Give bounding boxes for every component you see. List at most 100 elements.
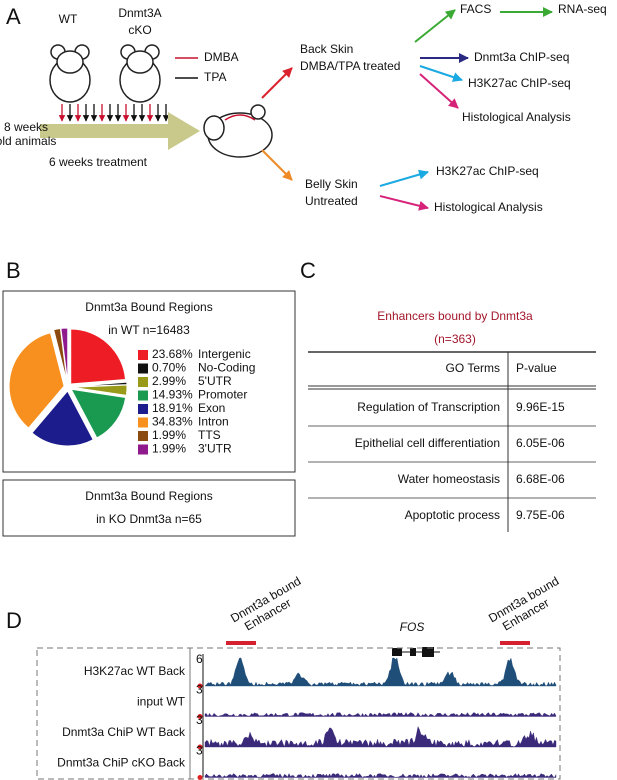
pie-box — [2, 290, 296, 473]
table-header: GO Terms — [446, 361, 500, 375]
legend-swatch — [138, 377, 148, 387]
tracks: H3K27ac WT Back 6 input WT 3 Dnmt3a ChiP WT … — [57, 652, 557, 780]
table-title: (n=363) — [434, 332, 476, 346]
track-box — [36, 647, 561, 780]
arrow — [261, 149, 293, 181]
track-dot — [197, 775, 203, 780]
pie-title: in WT n=16483 — [108, 323, 190, 337]
output-text: RNA-seq — [558, 2, 607, 16]
pie-slice — [60, 327, 69, 384]
legend-value: 34.83% — [152, 415, 193, 429]
arrow — [419, 73, 459, 109]
belly-text: Belly Skin — [305, 177, 358, 191]
table-title: Enhancers bound by Dnmt3a — [377, 309, 533, 323]
age-text: old animals — [0, 134, 56, 148]
output-text: FACS — [460, 2, 491, 16]
pie-title: Dnmt3a Bound Regions — [85, 300, 212, 314]
legend-text: TPA — [204, 70, 226, 84]
panel-label: C — [300, 258, 316, 283]
cko-label: Dnmt3A — [118, 6, 161, 20]
pie-slice — [8, 332, 65, 429]
p-value: 6.05E-06 — [516, 436, 565, 450]
track-name: Dnmt3a ChiP cKO Back — [57, 756, 186, 770]
panel-label: B — [6, 258, 21, 283]
arrow — [414, 9, 456, 43]
pie: 23.68% Intergenic 0.70% No-Coding 2.99% 5'UTR… — [8, 327, 255, 456]
back-text: Back Skin — [300, 42, 353, 56]
go-term: Water homeostasis — [398, 472, 500, 486]
legend-value: 0.70% — [152, 361, 186, 375]
legend-value: 23.68% — [152, 347, 193, 361]
legend-value: 14.93% — [152, 388, 193, 402]
legend-swatch — [138, 363, 148, 374]
enhancer-label: Dnmt3a bound Enhancer — [486, 574, 561, 634]
legend-category: 3'UTR — [198, 442, 232, 456]
legend-swatch — [138, 350, 148, 360]
track-signal — [204, 773, 557, 778]
enhancer-label: Dnmt3a bound Enhancer — [228, 574, 303, 634]
age-text: 8 weeks — [4, 120, 48, 134]
legend-value: 1.99% — [152, 442, 186, 456]
track-scale: 3 — [196, 713, 203, 727]
p-value: 9.96E-15 — [516, 400, 565, 414]
legend-category: No-Coding — [198, 361, 255, 375]
track-scale: 3 — [196, 744, 203, 758]
ko-box — [2, 479, 296, 537]
ko-title: Dnmt3a Bound Regions — [85, 489, 212, 503]
track-signal — [204, 725, 557, 748]
legend-category: Exon — [198, 401, 225, 415]
legend-swatch — [138, 404, 148, 414]
go-term: Apoptotic process — [405, 508, 500, 522]
arrow — [419, 65, 463, 82]
gene-model — [392, 647, 440, 657]
arrow — [379, 195, 429, 211]
gene-label: FOS — [400, 620, 425, 634]
legend-swatch — [138, 390, 148, 401]
treatment-arrows — [58, 104, 170, 122]
panel-label: D — [6, 608, 22, 633]
track-scale: 6 — [196, 652, 203, 666]
legend-text: DMBA — [204, 50, 239, 64]
legend-category: TTS — [198, 428, 221, 442]
pie-slice — [70, 388, 127, 439]
legend-category: Promoter — [198, 388, 247, 402]
legend-value: 18.91% — [152, 401, 193, 415]
arrow — [261, 67, 293, 99]
track-signal — [204, 712, 557, 717]
output-text: Histological Analysis — [434, 200, 543, 214]
go-term: Epithelial cell differentiation — [355, 436, 500, 450]
legend-swatch — [138, 444, 148, 455]
legend-category: Intron — [198, 415, 229, 429]
pie-slice — [71, 384, 128, 396]
belly-text: Untreated — [305, 194, 358, 208]
track-name: Dnmt3a ChiP WT Back — [62, 725, 186, 739]
panel-label: A — [6, 4, 21, 29]
track-signal — [204, 657, 557, 687]
pie-slice — [31, 390, 94, 447]
duration-text: 6 weeks treatment — [49, 155, 148, 169]
wt-label: WT — [59, 12, 78, 26]
track-dot — [197, 744, 203, 750]
mice — [49, 44, 161, 103]
legend-swatch — [138, 431, 148, 441]
timeline-arrow — [40, 112, 200, 150]
output-text: Histological Analysis — [462, 110, 571, 124]
go-term: Regulation of Transcription — [357, 400, 500, 414]
legend-value: 1.99% — [152, 428, 186, 442]
track-name: input WT — [137, 695, 186, 709]
legend-category: Intergenic — [198, 347, 251, 361]
cko-label: cKO — [128, 23, 151, 37]
legend-swatch — [138, 417, 148, 428]
track-name: H3K27ac WT Back — [84, 664, 186, 678]
table-header: P-value — [516, 361, 557, 375]
output-text: H3K27ac ChIP-seq — [436, 164, 539, 178]
track-scale: 3 — [196, 683, 203, 697]
output-text: H3K27ac ChIP-seq — [468, 76, 571, 90]
go-table: GO Terms P-value Regulation of Transcripti… — [308, 351, 596, 532]
pie-slice — [53, 327, 68, 384]
back-text: DMBA/TPA treated — [300, 59, 400, 73]
ko-title: in KO Dnmt3a n=65 — [96, 512, 202, 526]
legend-value: 2.99% — [152, 374, 186, 388]
output-text: Dnmt3a ChIP-seq — [474, 50, 569, 64]
